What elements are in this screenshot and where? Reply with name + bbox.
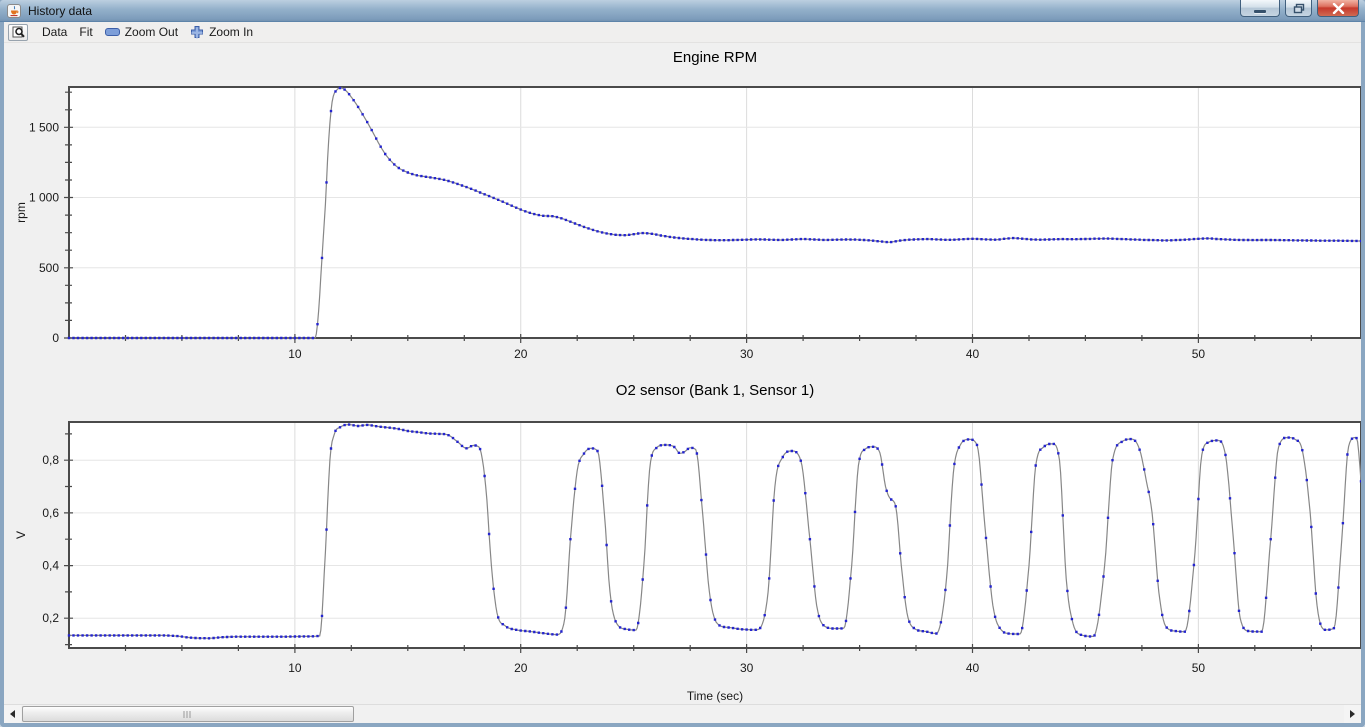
- title-bar[interactable]: History data: [0, 0, 1365, 22]
- toolbar-item-zoom-out[interactable]: Zoom Out: [99, 23, 184, 41]
- y-tick-label: 1 000: [29, 191, 59, 205]
- y-tick-label: 0: [52, 331, 59, 345]
- data-inspect-icon: [12, 26, 25, 38]
- chart-title: O2 sensor (Bank 1, Sensor 1): [616, 382, 814, 399]
- y-tick-label: 0,8: [42, 453, 59, 467]
- toolbar-item-data[interactable]: Data: [42, 25, 68, 39]
- x-tick-label: 50: [1192, 347, 1206, 361]
- y-tick-label: 0,6: [42, 506, 59, 520]
- window-controls: [1240, 0, 1359, 17]
- charts-area: 0 500 1 000 1 500 10 20 30 40 50 Engine RPM rpm 0,…: [4, 43, 1361, 705]
- y-tick-label: 0,4: [42, 559, 59, 573]
- scroll-right-button[interactable]: [1344, 705, 1361, 723]
- plot-area: [69, 422, 1361, 648]
- toolbar: Data Fit Zoom Out Zoom In: [4, 22, 1361, 43]
- scrollbar-track[interactable]: [21, 705, 1344, 723]
- x-axis-label: Time (sec): [687, 689, 743, 703]
- axis-ticks: [64, 433, 1312, 653]
- engine-rpm-chart: 0 500 1 000 1 500 10 20 30 40 50 Engine RPM rpm: [14, 49, 1361, 361]
- zoom-out-icon: [104, 28, 120, 36]
- scroll-left-button[interactable]: [4, 705, 21, 723]
- tick-labels: 0,2 0,4 0,6 0,8 10 20 30 40 50: [42, 453, 1205, 675]
- gridlines: [69, 87, 1361, 338]
- close-button[interactable]: [1317, 0, 1359, 17]
- o2-sensor-chart: 0,2 0,4 0,6 0,8 10 20 30 40 50 O2 sensor (Bank 1,…: [14, 382, 1361, 703]
- arrow-left-icon: [10, 710, 15, 718]
- minimize-icon: [1254, 9, 1266, 13]
- toolbar-item-fit[interactable]: Fit: [79, 25, 93, 39]
- window-title: History data: [28, 3, 93, 18]
- x-tick-label: 40: [966, 661, 980, 675]
- data-table-button[interactable]: [8, 23, 28, 41]
- x-tick-label: 10: [288, 661, 302, 675]
- plot-area: [69, 87, 1361, 338]
- arrow-right-icon: [1350, 710, 1355, 718]
- toolbar-item-zoom-in[interactable]: Zoom In: [184, 23, 259, 41]
- minimize-button[interactable]: [1240, 0, 1280, 17]
- x-tick-label: 40: [966, 347, 980, 361]
- restore-icon: [1293, 3, 1304, 13]
- zoom-in-label: Zoom In: [209, 25, 254, 39]
- zoom-in-icon: [191, 26, 204, 39]
- horizontal-scrollbar[interactable]: [4, 704, 1361, 723]
- y-axis-label: V: [14, 531, 28, 539]
- y-tick-label: 0,2: [42, 611, 59, 625]
- y-tick-label: 1 500: [29, 120, 59, 134]
- close-icon: [1332, 2, 1344, 14]
- plot-border: [68, 421, 1361, 649]
- x-tick-label: 30: [740, 347, 754, 361]
- chart-title: Engine RPM: [673, 49, 757, 66]
- maximize-button[interactable]: [1285, 0, 1312, 17]
- x-tick-label: 50: [1192, 661, 1206, 675]
- tick-labels: 0 500 1 000 1 500 10 20 30 40 50: [29, 120, 1205, 361]
- y-axis-label: rpm: [14, 202, 28, 223]
- thumb-grip-icon: [183, 711, 193, 718]
- plot-border: [68, 86, 1361, 339]
- java-app-icon: [7, 3, 21, 18]
- x-tick-label: 20: [514, 661, 528, 675]
- y-tick-label: 500: [39, 261, 59, 275]
- x-tick-label: 30: [740, 661, 754, 675]
- scrollbar-thumb[interactable]: [22, 706, 354, 722]
- x-tick-label: 20: [514, 347, 528, 361]
- x-tick-label: 10: [288, 347, 302, 361]
- zoom-out-label: Zoom Out: [124, 25, 179, 39]
